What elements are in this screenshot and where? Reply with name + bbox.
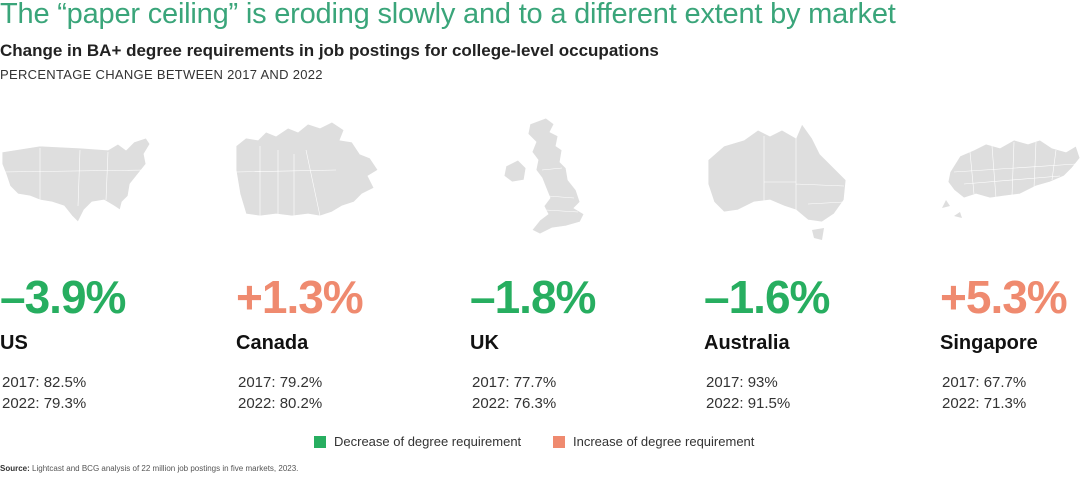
singapore-label: Singapore [940,332,1038,354]
chart-subtitle: Change in BA+ degree requirements in job… [0,41,659,60]
increase-swatch [553,435,565,448]
us-change: –3.9% [0,271,126,323]
uk-2022-value: 2022: 76.3% [472,395,557,412]
singapore-2017-value: 2017: 67.7% [942,374,1027,391]
source-note: Source: Lightcast and BCG analysis of 22… [0,464,298,473]
legend-decrease: Decrease of degree requirement [314,434,521,449]
market-us: –3.9% US 2017: 82.5% 2022: 79.3% [0,100,180,420]
australia-change: –1.6% [704,271,830,323]
uk-change: –1.8% [470,271,596,323]
uk-map-icon [503,117,585,235]
legend-decrease-label: Decrease of degree requirement [334,434,522,449]
decrease-swatch [314,435,326,448]
legend-increase: Increase of degree requirement [553,434,754,449]
australia-label: Australia [704,332,790,354]
chart-caption: PERCENTAGE CHANGE BETWEEN 2017 AND 2022 [0,67,323,82]
canada-map-icon [236,121,379,217]
canada-2017-value: 2017: 79.2% [238,374,323,391]
us-label: US [0,332,28,354]
us-2022-value: 2022: 79.3% [2,395,87,412]
market-singapore: +5.3% Singapore 2017: 67.7% 2022: 71.3% [940,100,1080,420]
market-uk: –1.8% UK 2017: 77.7% 2022: 76.3% [470,100,650,420]
singapore-map-icon [942,139,1080,218]
source-text: Lightcast and BCG analysis of 22 million… [32,464,299,473]
australia-2017-value: 2017: 93% [706,374,778,391]
singapore-change: +5.3% [940,271,1068,323]
canada-change: +1.3% [236,271,364,323]
uk-2017-value: 2017: 77.7% [472,374,557,391]
australia-2022-value: 2022: 91.5% [706,395,791,412]
us-2017-value: 2017: 82.5% [2,374,87,391]
source-label: Source: [0,464,30,473]
canada-label: Canada [236,332,309,354]
canada-2022-value: 2022: 80.2% [238,395,323,412]
market-canada: +1.3% Canada 2017: 79.2% 2022: 80.2% [236,100,416,420]
singapore-2022-value: 2022: 71.3% [942,395,1027,412]
australia-map-icon [707,123,847,240]
us-map-icon [1,137,151,223]
chart-legend: Decrease of degree requirement Increase … [0,434,1080,452]
market-australia: –1.6% Australia 2017: 93% 2022: 91.5% [704,100,884,420]
page-title: The “paper ceiling” is eroding slowly an… [0,0,896,30]
legend-increase-label: Increase of degree requirement [573,434,755,449]
uk-label: UK [470,332,499,354]
